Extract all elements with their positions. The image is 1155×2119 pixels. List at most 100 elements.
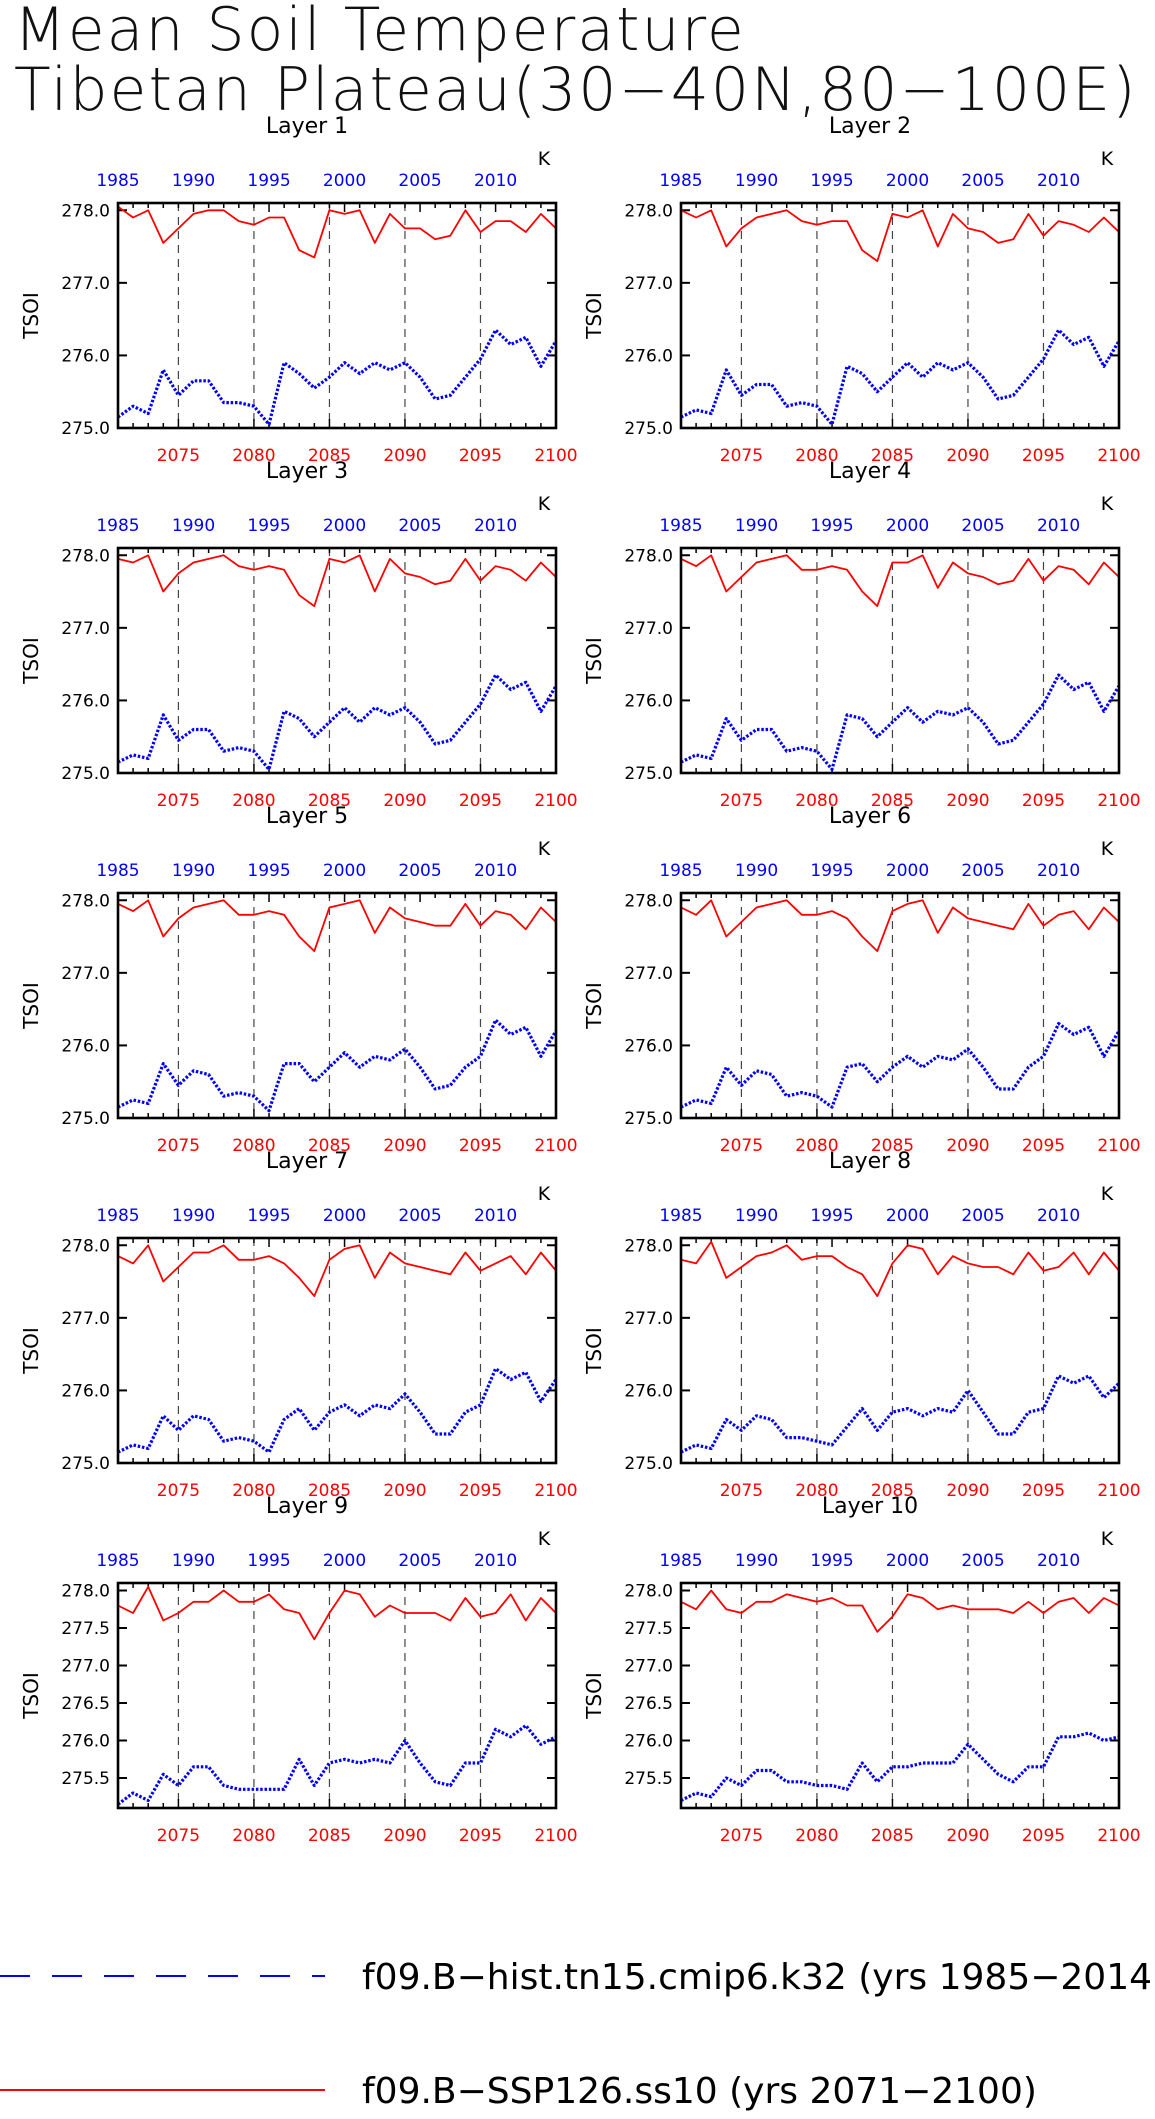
x-top-tick-label: 1990 xyxy=(735,516,778,536)
panel-title: Layer 5 xyxy=(266,804,348,829)
x-top-tick-label: 2010 xyxy=(1037,516,1080,536)
x-top-tick-label: 2010 xyxy=(1037,861,1080,881)
y-tick-label: 275.0 xyxy=(624,1109,673,1129)
units-label: K xyxy=(1101,838,1114,860)
y-axis-label: TSOI xyxy=(582,1327,606,1375)
y-tick-label: 277.5 xyxy=(61,1619,110,1639)
y-tick-label: 277.0 xyxy=(61,274,110,294)
x-bottom-tick-label: 2080 xyxy=(232,446,275,466)
y-tick-label: 278.0 xyxy=(61,891,110,911)
x-top-tick-label: 2005 xyxy=(398,1206,441,1226)
x-bottom-tick-label: 2075 xyxy=(157,1481,200,1501)
x-top-tick-label: 1990 xyxy=(172,171,215,191)
x-top-tick-label: 1985 xyxy=(659,516,702,536)
plot-frame xyxy=(679,1236,1121,1465)
y-tick-label: 277.0 xyxy=(61,964,110,984)
x-top-tick-label: 2005 xyxy=(398,1551,441,1571)
y-tick-label: 276.0 xyxy=(624,1381,673,1401)
units-label: K xyxy=(1101,493,1114,515)
y-tick-label: 275.0 xyxy=(624,1454,673,1474)
x-top-tick-label: 2000 xyxy=(886,861,929,881)
legend-item-2: f09.B−SSP126.ss10 (yrs 2071−2100) xyxy=(0,2071,1037,2112)
x-top-tick-label: 2005 xyxy=(961,861,1004,881)
y-tick-label: 275.5 xyxy=(61,1769,110,1789)
x-top-tick-label: 1985 xyxy=(659,1206,702,1226)
legend-item-1: f09.B−hist.tn15.cmip6.k32 (yrs 1985−2014… xyxy=(0,1957,1155,1998)
series-line-hist xyxy=(117,673,558,772)
panel-9: Layer 9 K TSOI 275.5 276.0 276.5 277.0 277.5 278… xyxy=(19,1494,578,1846)
x-bottom-tick-label: 2085 xyxy=(308,1136,351,1156)
plot-frame xyxy=(679,891,1121,1120)
series-line-hist xyxy=(680,1731,1120,1802)
y-tick-label: 278.0 xyxy=(61,201,110,221)
x-bottom-tick-label: 2075 xyxy=(720,1481,763,1501)
x-bottom-tick-label: 2100 xyxy=(1097,446,1140,466)
x-bottom-tick-label: 2090 xyxy=(946,1136,989,1156)
x-top-tick-label: 2000 xyxy=(323,861,366,881)
units-label: K xyxy=(538,838,551,860)
plot-frame xyxy=(116,546,558,775)
y-axis-label: TSOI xyxy=(19,1327,43,1375)
plot-frame xyxy=(116,1581,558,1810)
x-top-tick-label: 1995 xyxy=(810,516,853,536)
y-axis-label: TSOI xyxy=(582,1672,606,1720)
x-top-tick-label: 1985 xyxy=(96,171,139,191)
x-bottom-tick-label: 2085 xyxy=(871,1136,914,1156)
x-bottom-tick-label: 2100 xyxy=(534,791,577,811)
panel-title: Layer 10 xyxy=(822,1494,918,1519)
x-bottom-tick-label: 2090 xyxy=(383,1481,426,1501)
x-top-tick-label: 2005 xyxy=(398,171,441,191)
series-line-ssp xyxy=(680,1589,1120,1633)
x-bottom-tick-label: 2085 xyxy=(871,791,914,811)
x-bottom-tick-label: 2075 xyxy=(720,446,763,466)
x-bottom-tick-label: 2095 xyxy=(1022,1136,1065,1156)
y-tick-label: 277.0 xyxy=(624,964,673,984)
x-top-tick-label: 1995 xyxy=(247,516,290,536)
series-line-hist xyxy=(117,1366,558,1454)
x-top-tick-label: 1985 xyxy=(659,171,702,191)
x-top-tick-label: 2010 xyxy=(1037,1551,1080,1571)
plot-frame xyxy=(116,891,558,1120)
series-line-ssp xyxy=(680,899,1120,952)
x-top-tick-label: 1995 xyxy=(810,1551,853,1571)
panel-8: Layer 8 K TSOI 275.0 276.0 277.0 278.0 2075 2080… xyxy=(582,1149,1141,1501)
x-top-tick-label: 1990 xyxy=(172,516,215,536)
x-top-tick-label: 2005 xyxy=(961,516,1004,536)
series-line-ssp xyxy=(680,554,1120,607)
y-tick-label: 276.0 xyxy=(624,691,673,711)
x-top-tick-label: 2000 xyxy=(323,516,366,536)
x-bottom-tick-label: 2085 xyxy=(871,1826,914,1846)
x-bottom-tick-label: 2095 xyxy=(459,791,502,811)
x-bottom-tick-label: 2090 xyxy=(946,1826,989,1846)
panel-7: Layer 7 K TSOI 275.0 276.0 277.0 278.0 2075 2080… xyxy=(19,1149,578,1501)
panel-4: Layer 4 K TSOI 275.0 276.0 277.0 278.0 2075 2080… xyxy=(582,459,1141,811)
x-bottom-tick-label: 2085 xyxy=(308,791,351,811)
x-bottom-tick-label: 2075 xyxy=(157,446,200,466)
series-line-ssp xyxy=(680,1240,1120,1297)
panel-5: Layer 5 K TSOI 275.0 276.0 277.0 278.0 2075 2080… xyxy=(19,804,578,1156)
x-top-tick-label: 1985 xyxy=(96,1206,139,1226)
x-bottom-tick-label: 2090 xyxy=(383,446,426,466)
plot-frame xyxy=(679,201,1121,430)
x-top-tick-label: 1990 xyxy=(735,171,778,191)
x-top-tick-label: 1985 xyxy=(659,1551,702,1571)
x-top-tick-label: 1995 xyxy=(810,171,853,191)
y-axis-label: TSOI xyxy=(582,637,606,685)
x-bottom-tick-label: 2080 xyxy=(795,1826,838,1846)
y-tick-label: 275.0 xyxy=(61,764,110,784)
units-label: K xyxy=(538,148,551,170)
series-line-hist xyxy=(680,328,1121,426)
y-tick-label: 277.0 xyxy=(624,274,673,294)
y-tick-label: 278.0 xyxy=(624,201,673,221)
panel-6: Layer 6 K TSOI 275.0 276.0 277.0 278.0 2075 2080… xyxy=(582,804,1141,1156)
chart-title-line-2: Tibetan Plateau(30−40N,80−100E) xyxy=(14,55,1138,125)
x-bottom-tick-label: 2090 xyxy=(383,791,426,811)
plot-frame xyxy=(679,546,1121,775)
x-top-tick-label: 2010 xyxy=(474,861,517,881)
y-tick-label: 277.0 xyxy=(624,1657,673,1677)
x-bottom-tick-label: 2075 xyxy=(720,1136,763,1156)
x-bottom-tick-label: 2080 xyxy=(232,1136,275,1156)
x-top-tick-label: 2010 xyxy=(1037,171,1080,191)
